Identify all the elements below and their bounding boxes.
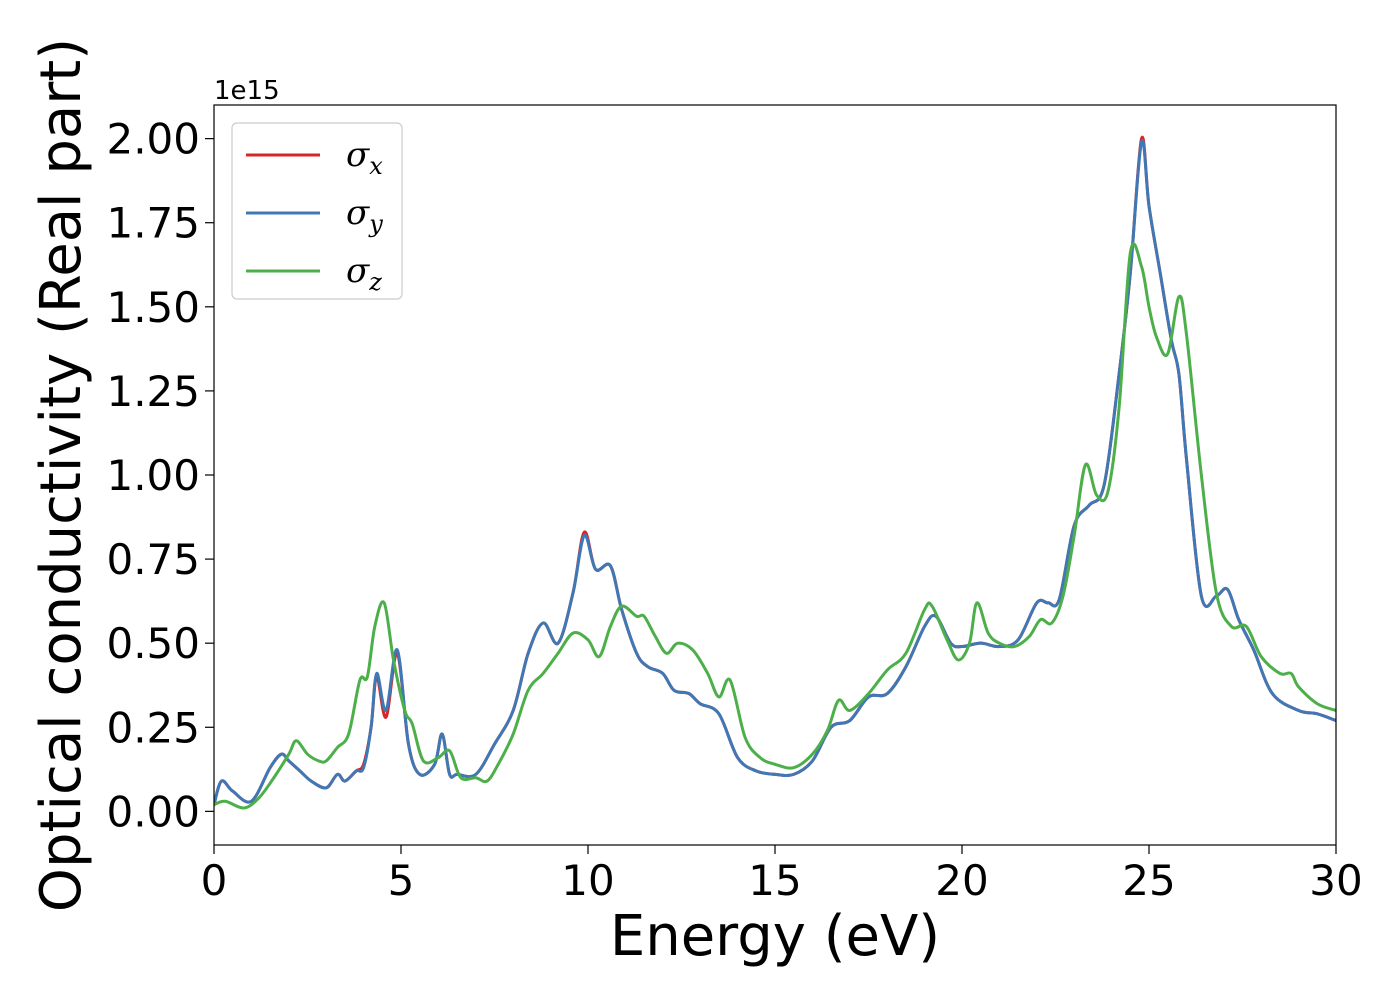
y-tick-label: 1.75 [106, 199, 200, 248]
y-tick-label: 0.50 [106, 619, 200, 668]
plot-frame [213, 104, 1337, 846]
y-tick-label: 0.75 [106, 535, 200, 584]
x-axis-label: Energy (eV) [610, 904, 940, 969]
x-tick-label: 5 [388, 856, 415, 905]
legend-label-y: σy [346, 193, 383, 238]
y-offset-label: 1e15 [214, 76, 280, 106]
y-tick-label: 1.25 [106, 367, 200, 416]
series-line-z [214, 242, 1336, 810]
legend-box [231, 122, 403, 300]
x-tick-label: 20 [935, 856, 988, 905]
x-axis-ticks: 0 5 10 15 20 25 30 [201, 845, 1363, 905]
x-tick-label: 30 [1309, 856, 1362, 905]
legend: σx σy σz [231, 122, 403, 300]
y-axis-ticks: 0.00 0.25 0.50 0.75 1.00 1.25 1.50 1.75 2.00 [106, 115, 214, 836]
x-tick-label: 25 [1122, 856, 1175, 905]
x-tick-label: 15 [748, 856, 801, 905]
legend-label-z: σz [346, 251, 382, 296]
legend-label-x: σx [346, 135, 383, 180]
y-tick-label: 2.00 [106, 115, 200, 164]
y-tick-label: 1.50 [106, 283, 200, 332]
x-tick-label: 0 [201, 856, 228, 905]
y-axis-label: Optical conductivity (Real part) [29, 38, 94, 912]
x-tick-label: 10 [561, 856, 614, 905]
series-lines [214, 135, 1336, 810]
series-line-y [214, 138, 1336, 807]
y-tick-label: 0.25 [106, 703, 200, 752]
y-tick-label: 0.00 [106, 787, 200, 836]
y-tick-label: 1.00 [106, 451, 200, 500]
